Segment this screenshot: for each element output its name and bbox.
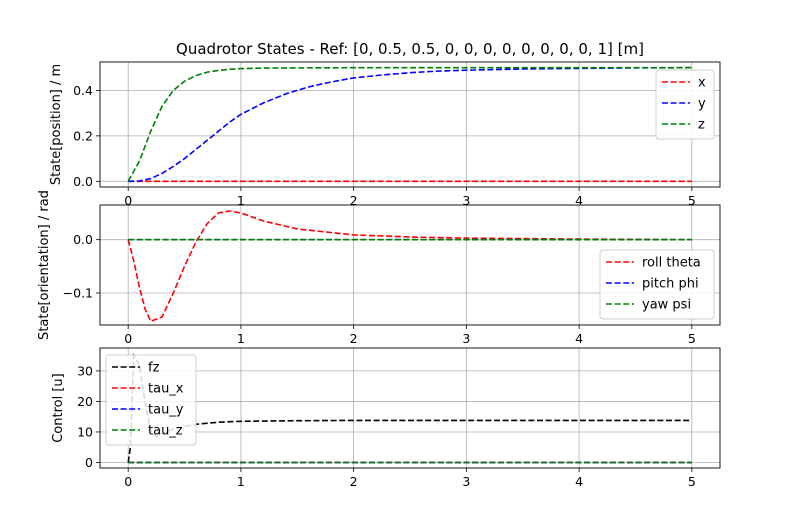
- legend-box: [599, 249, 715, 320]
- x-tick-label: 4: [575, 474, 583, 489]
- x-tick-label: 2: [350, 474, 358, 489]
- x-tick-label: 2: [350, 331, 358, 346]
- x-tick-label: 5: [688, 474, 696, 489]
- x-tick-label: 1: [237, 331, 245, 346]
- series-line-roll-theta: [127, 210, 692, 323]
- legend-label: tau_y: [148, 403, 184, 418]
- legend: fz tau_x tau_y tau_z: [105, 354, 197, 446]
- legend-label: y: [698, 97, 706, 112]
- plot-frame: [99, 61, 721, 188]
- x-tick-label: 4: [575, 193, 583, 208]
- legend-label: fz: [148, 361, 160, 376]
- legend-label: pitch phi: [642, 277, 699, 292]
- y-tick-label: 10: [77, 424, 93, 439]
- legend-label: tau_x: [148, 382, 184, 397]
- series-line-z: [127, 66, 692, 182]
- chart-panel-2: 0 1 2 3 4 5 −0.1 0.0 State[orientation] / rad rol…: [37, 190, 721, 346]
- legend-box: [655, 69, 715, 140]
- x-tick-label: 1: [237, 474, 245, 489]
- x-tick-label: 0: [124, 474, 132, 489]
- y-tick-label: 0: [85, 455, 93, 470]
- y-axis-label: Control [u]: [51, 373, 66, 443]
- plot-frame: [99, 347, 721, 469]
- x-tick-label: 0: [124, 331, 132, 346]
- legend: roll theta pitch phi yaw psi: [599, 249, 715, 320]
- x-tick-label: 3: [462, 474, 470, 489]
- x-tick-label: 3: [462, 331, 470, 346]
- x-tick-label: 5: [688, 331, 696, 346]
- x-tick-label: 5: [688, 193, 696, 208]
- legend-box: [105, 354, 197, 446]
- chart-panel-3: 0 1 2 3 4 5 0 10 20 30 Control [u] fz tau_x tau_y tau_…: [51, 347, 721, 489]
- legend-label: x: [698, 76, 706, 91]
- y-tick-label: 0.2: [73, 128, 93, 143]
- series-line-fz: [127, 352, 692, 463]
- y-tick-label: 0.4: [73, 83, 93, 98]
- y-tick-label: −0.1: [63, 286, 93, 301]
- chart-panel-1: 0 1 2 3 4 5 0.0 0.2 0.4 State[position] / m xyz: [49, 61, 721, 208]
- figure-title: Quadrotor States - Ref: [0, 0.5, 0.5, 0,…: [176, 40, 644, 58]
- legend-label: z: [698, 118, 705, 133]
- y-tick-label: 20: [77, 394, 93, 409]
- y-axis-label: State[position] / m: [49, 64, 64, 185]
- y-tick-label: 0.0: [73, 232, 93, 247]
- x-tick-label: 2: [350, 193, 358, 208]
- x-tick-label: 0: [124, 193, 132, 208]
- plot-frame: [99, 204, 721, 326]
- y-tick-label: 30: [77, 363, 93, 378]
- y-axis-label: State[orientation] / rad: [37, 190, 52, 340]
- x-tick-label: 4: [575, 331, 583, 346]
- x-tick-label: 1: [237, 193, 245, 208]
- legend-label: roll theta: [642, 256, 701, 271]
- legend-label: yaw psi: [642, 298, 691, 313]
- series-line-y: [128, 66, 692, 183]
- y-tick-label: 0.0: [73, 174, 93, 189]
- x-tick-label: 3: [462, 193, 470, 208]
- legend: xyz: [655, 69, 715, 140]
- legend-label: tau_z: [148, 424, 183, 439]
